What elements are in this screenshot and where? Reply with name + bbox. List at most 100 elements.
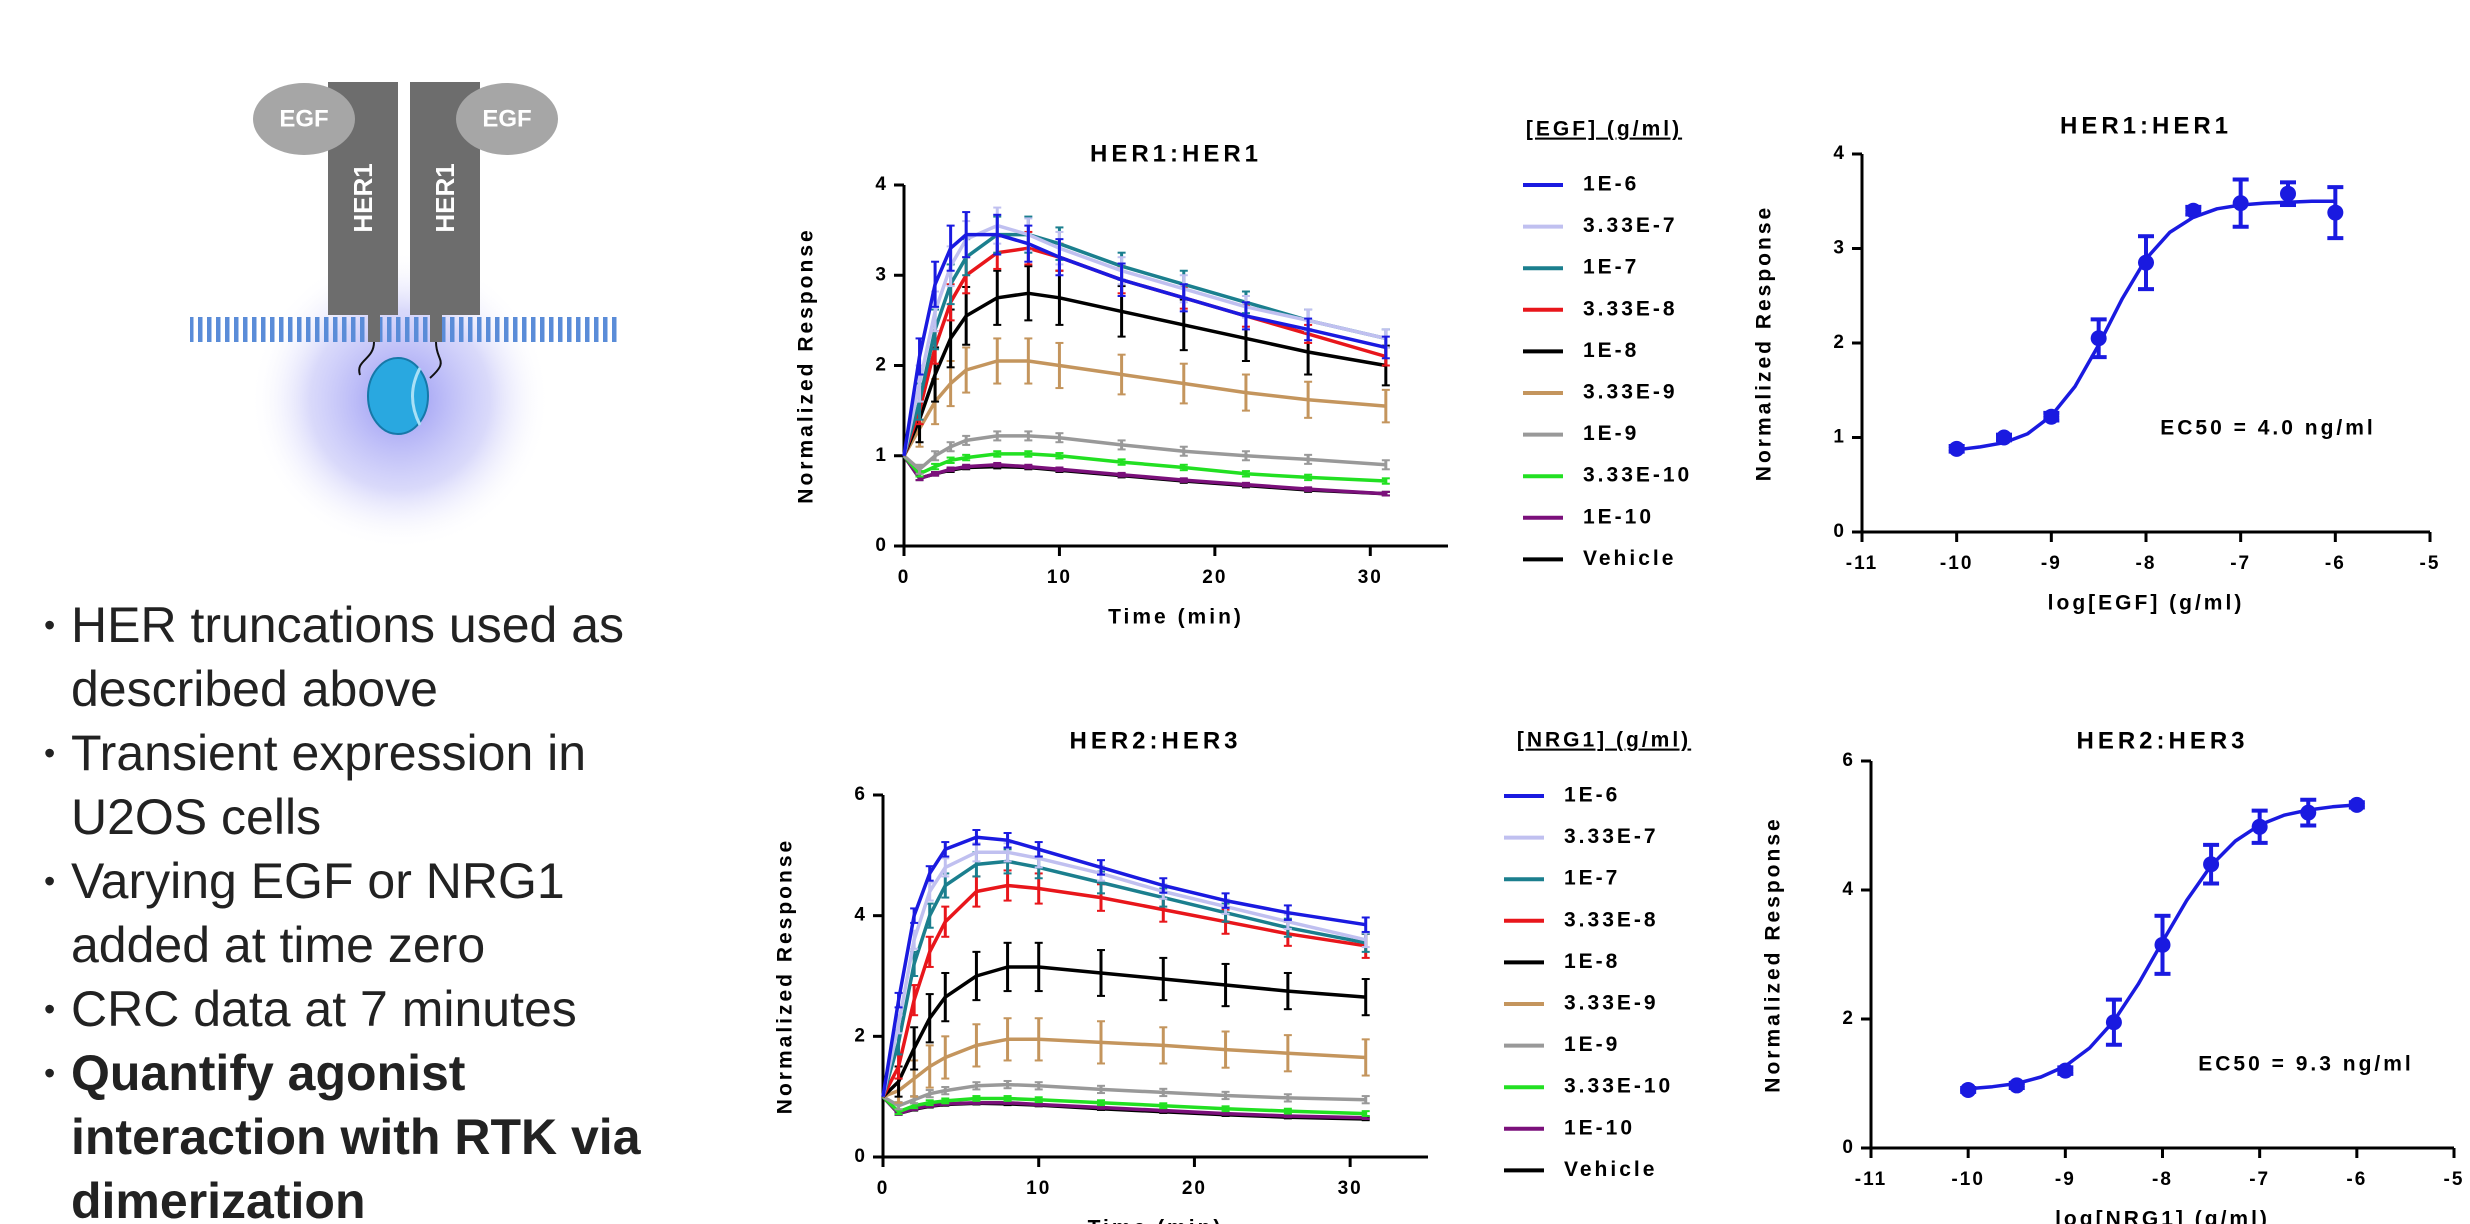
- receptor-label: HER1: [430, 163, 460, 232]
- legend-label: 1E-6: [1583, 173, 1639, 196]
- ligand-label: EGF: [482, 105, 531, 132]
- series-line: [881, 965, 1366, 1098]
- series-line: [902, 359, 1386, 457]
- legend-title: [NRG1] (g/ml): [1517, 729, 1691, 752]
- x-tick-label: 10: [1026, 1178, 1051, 1199]
- legend-label: 3.33E-9: [1583, 381, 1678, 404]
- y-tick-label: 4: [854, 905, 867, 926]
- chart-title: HER2:HER3: [1069, 727, 1241, 754]
- y-tick-label: 1: [1833, 427, 1846, 448]
- linker: [429, 341, 442, 379]
- x-tick-label: -9: [2041, 553, 2062, 574]
- series-line: [902, 454, 1386, 496]
- series-line: [881, 1095, 1366, 1116]
- annotation: EC50 = 9.3 ng/ml: [2198, 1053, 2414, 1076]
- x-tick-label: -8: [2136, 553, 2157, 574]
- x-tick-label: -10: [1951, 1169, 1984, 1190]
- x-tick-label: -7: [2230, 553, 2251, 574]
- legend-label: 1E-10: [1583, 505, 1654, 528]
- chart-title: HER1:HER1: [1090, 140, 1262, 167]
- data-point: [2232, 195, 2249, 212]
- x-tick-label: 20: [1182, 1178, 1207, 1199]
- y-axis-label: Normalized Response: [774, 838, 797, 1114]
- data-point: [2043, 408, 2060, 425]
- chart-title: HER1:HER1: [2060, 112, 2232, 139]
- chart-title: HER2:HER3: [2076, 727, 2248, 754]
- x-tick-label: -11: [1855, 1169, 1887, 1190]
- bullet: Transient expression in U2OS cells: [44, 721, 711, 849]
- series-line: [881, 835, 1366, 1097]
- x-tick-label: -8: [2152, 1169, 2173, 1190]
- kinase-detail: [411, 367, 422, 426]
- chart: HER1:HER1 0 10 20 30 0 1 2 3 4 Time (min) Normalize…: [795, 118, 1692, 629]
- y-tick-label: 2: [1842, 1008, 1855, 1029]
- legend-label: 3.33E-10: [1564, 1075, 1673, 1098]
- bullet: Varying EGF or NRG1 added at time zero: [44, 849, 711, 977]
- y-tick-label: 0: [1833, 521, 1846, 542]
- legend-label: 1E-9: [1564, 1033, 1620, 1056]
- data-point: [1996, 429, 2012, 446]
- bullet-list: HER truncations used as described aboveT…: [44, 593, 711, 1224]
- x-tick-label: 30: [1338, 1178, 1363, 1199]
- membrane: [190, 317, 620, 342]
- linker: [358, 341, 375, 376]
- legend-title: [EGF] (g/ml): [1526, 118, 1682, 141]
- x-tick-label: 30: [1358, 567, 1383, 588]
- chart: HER2:HER3 -11 -10 -9 -8 -7 -6 -5 0 2 4 6 log[NRG1] (…: [1762, 727, 2465, 1224]
- data-point: [1960, 1081, 1977, 1098]
- ligand-label: EGF: [279, 105, 328, 132]
- y-tick-label: 6: [854, 784, 867, 805]
- data-point: [2300, 804, 2317, 821]
- y-tick-label: 2: [854, 1025, 867, 1046]
- series-line: [902, 452, 1386, 483]
- data-point: [2138, 254, 2154, 271]
- data-point: [2327, 204, 2344, 221]
- series-line: [902, 232, 1387, 457]
- data-point: [2348, 796, 2365, 813]
- data-point: [2203, 856, 2220, 873]
- legend-label: 1E-8: [1583, 339, 1639, 362]
- y-tick-label: 2: [1833, 332, 1846, 353]
- legend-label: Vehicle: [1564, 1158, 1657, 1181]
- y-tick-label: 3: [1833, 238, 1846, 259]
- ligand: [456, 83, 558, 155]
- legend-label: 1E-9: [1583, 422, 1639, 445]
- x-tick-label: -6: [2325, 553, 2346, 574]
- legend-label: 3.33E-7: [1564, 825, 1659, 848]
- bullet: CRC data at 7 minutes: [44, 977, 711, 1041]
- x-tick-label: -5: [2444, 1169, 2465, 1190]
- data-point: [2008, 1077, 2025, 1094]
- chart: HER2:HER3 0 10 20 30 0 2 4 6 Time (min) Normalized…: [774, 727, 1691, 1224]
- x-tick-label: -9: [2055, 1169, 2076, 1190]
- x-tick-label: 0: [898, 567, 911, 588]
- receptor-tm: [368, 312, 380, 342]
- data-point: [2057, 1062, 2074, 1079]
- legend-label: 1E-6: [1564, 784, 1620, 807]
- y-axis-label: Normalized Response: [1762, 816, 1785, 1092]
- legend-label: 3.33E-10: [1583, 464, 1692, 487]
- x-axis-label: log[EGF] (g/ml): [2048, 592, 2245, 615]
- receptor-label: HER1: [348, 163, 378, 232]
- series-line: [881, 859, 1367, 1098]
- bullet: HER truncations used as described above: [44, 593, 711, 721]
- legend-label: 1E-7: [1564, 867, 1620, 890]
- legend-label: 1E-7: [1583, 256, 1639, 279]
- y-tick-label: 0: [1842, 1137, 1855, 1158]
- y-axis-label: Normalized Response: [795, 227, 818, 503]
- ligand: [253, 83, 355, 155]
- y-tick-label: 2: [875, 355, 888, 376]
- x-axis-label: log[NRG1] (g/ml): [2055, 1208, 2270, 1224]
- data-point: [2251, 818, 2268, 835]
- x-tick-label: 0: [877, 1178, 890, 1199]
- series-line: [902, 434, 1386, 472]
- bullet: Quantify agonist interaction with RTK vi…: [44, 1041, 711, 1224]
- receptor-diagram: EGF EGF HER1 HER1: [190, 82, 620, 550]
- legend-label: 3.33E-8: [1564, 908, 1659, 931]
- legend-label: 1E-10: [1564, 1116, 1635, 1139]
- data-point: [2280, 185, 2296, 202]
- series-line: [882, 1082, 1366, 1108]
- x-tick-label: -6: [2346, 1169, 2367, 1190]
- legend-label: 3.33E-8: [1583, 297, 1678, 320]
